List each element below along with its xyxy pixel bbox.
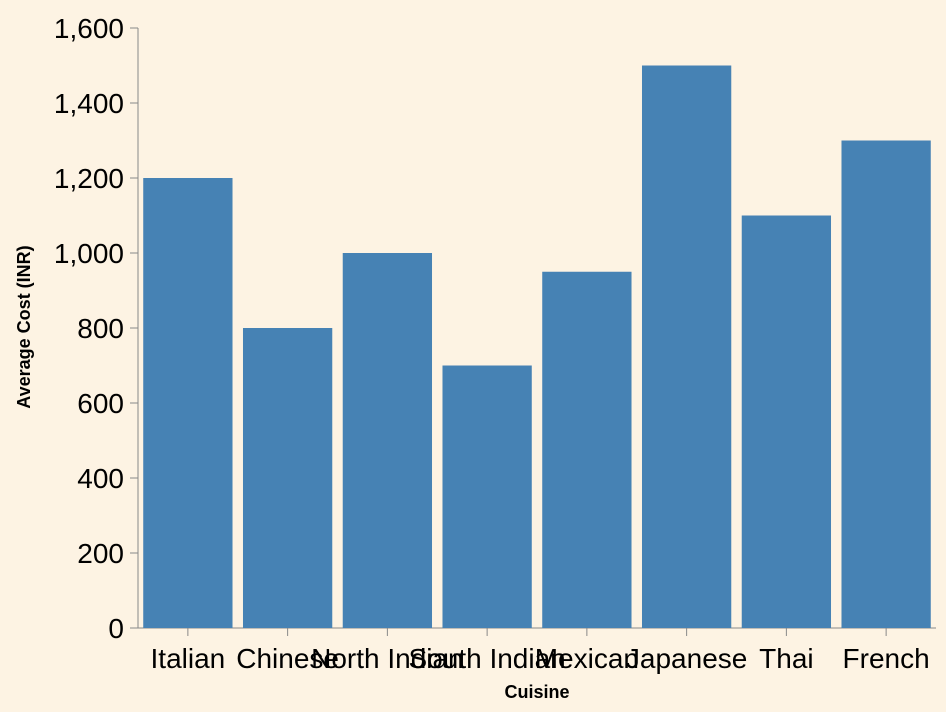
bar-north-indian (342, 253, 433, 628)
y-tick-label: 1,600 (54, 13, 124, 44)
y-tick-label: 600 (77, 388, 124, 419)
x-tick-label: Italian (151, 643, 226, 674)
bar-chinese (242, 328, 333, 628)
bar-french (841, 140, 931, 628)
bars-group (143, 65, 931, 628)
y-tick-label: 1,200 (54, 163, 124, 194)
x-tick-label: Chinese (236, 643, 339, 674)
x-tick-label: Mexican (535, 643, 639, 674)
bar-mexican (542, 271, 632, 628)
bar-south-indian (442, 365, 532, 628)
x-tick-label: French (843, 643, 930, 674)
x-tick-label: Thai (759, 643, 813, 674)
x-tick-label: South Indian (409, 643, 566, 674)
y-axis: 0 200 400 600 800 1,000 1,200 1,400 1,600 (54, 13, 139, 644)
y-tick-label: 0 (108, 613, 124, 644)
y-tick-label: 400 (77, 463, 124, 494)
y-axis-title: Average Cost (INR) (14, 245, 34, 408)
bar-japanese (641, 65, 732, 628)
x-axis-title: Cuisine (504, 682, 569, 702)
x-tick-label: North Indian (311, 643, 464, 674)
y-tick-label: 1,400 (54, 88, 124, 119)
x-tick-label: Japanese (626, 643, 747, 674)
y-tick-label: 200 (77, 538, 124, 569)
bar-thai (741, 215, 832, 628)
bar-italian (143, 178, 233, 628)
y-tick-label: 800 (77, 313, 124, 344)
y-tick-label: 1,000 (54, 238, 124, 269)
